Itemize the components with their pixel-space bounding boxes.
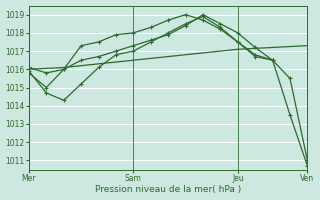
X-axis label: Pression niveau de la mer( hPa ): Pression niveau de la mer( hPa ) — [95, 185, 241, 194]
